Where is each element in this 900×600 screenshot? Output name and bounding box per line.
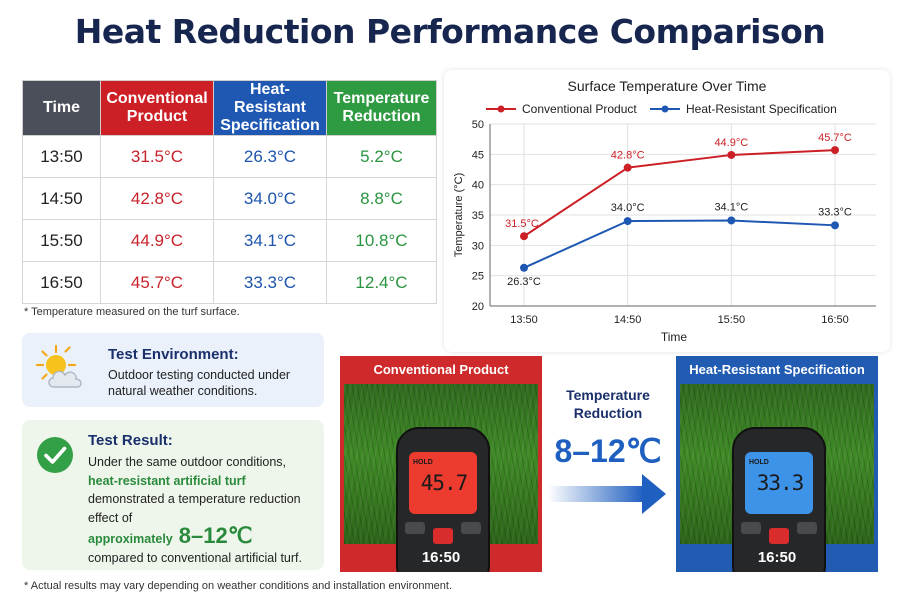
cell-conventional: 31.5°C [100, 135, 214, 178]
test-environment-card: Test Environment: Outdoor testing conduc… [22, 333, 324, 407]
header-heat-resistant: Heat-Resistant Specification [213, 80, 327, 136]
data-point [727, 216, 736, 225]
data-label: 33.3°C [818, 206, 852, 218]
legend-label: Conventional Product [522, 102, 637, 116]
cell-conventional: 45.7°C [100, 261, 214, 304]
data-label: 31.5°C [505, 218, 539, 230]
conventional-photo-time: 16:50 [421, 549, 461, 566]
conventional-photo-header: Conventional Product [373, 362, 509, 377]
data-label: 34.0°C [611, 202, 645, 214]
table-row: 15:50 44.9°C 34.1°C 10.8°C [22, 219, 437, 262]
cell-reduction: 5.2°C [326, 135, 437, 178]
thermometer-device: HOLD 33.3 [727, 422, 831, 572]
data-point [623, 217, 632, 226]
cell-time: 13:50 [22, 135, 101, 178]
x-tick-label: 15:50 [718, 314, 746, 326]
header-reduction: Temperature Reduction [326, 80, 437, 136]
page-title: Heat Reduction Performance Comparison [74, 12, 826, 51]
legend-label: Heat-Resistant Specification [686, 102, 837, 116]
x-tick-label: 13:50 [510, 314, 538, 326]
data-point [623, 163, 632, 172]
conventional-screen [409, 452, 477, 514]
data-point [520, 232, 528, 241]
conventional-photo-panel: Conventional Product HOLD 45.7 16:50 [340, 356, 542, 572]
cell-heat-resistant: 34.1°C [213, 219, 327, 262]
cell-conventional: 42.8°C [100, 177, 214, 220]
series-line [523, 149, 836, 238]
turf-photo: HOLD 45.7 [344, 384, 538, 572]
cell-heat-resistant: 33.3°C [213, 261, 327, 304]
result-text: Under the same outdoor conditions, heat-… [88, 455, 302, 565]
cell-reduction: 12.4°C [326, 261, 437, 304]
footer-disclaimer: * Actual results may vary depending on w… [24, 580, 453, 592]
heat-resistant-meter-reading: 33.3 [756, 471, 805, 495]
table-row: 14:50 42.8°C 34.0°C 8.8°C [22, 177, 437, 220]
header-conventional: Conventional Product [100, 80, 214, 136]
x-axis-label: Time [661, 330, 688, 344]
heat-resistant-photo-header: Heat-Resistant Specification [689, 362, 865, 377]
data-label: 42.8°C [611, 150, 645, 162]
legend-marker [661, 105, 669, 113]
right-arrow-icon [548, 474, 666, 514]
data-label: 45.7°C [818, 132, 852, 144]
reduction-callout-value: 8–12℃ [554, 433, 662, 469]
chart-panel: Surface Temperature Over Time Conventiona… [444, 70, 890, 352]
heat-resistant-photo-time: 16:50 [757, 549, 797, 566]
y-tick-label: 40 [472, 180, 484, 192]
series-line [523, 219, 836, 269]
data-point [727, 150, 736, 159]
sun-cloud-icon [35, 344, 82, 388]
cell-reduction: 10.8°C [326, 219, 437, 262]
y-tick-label: 45 [472, 149, 484, 161]
heat-resistant-photo-panel: Heat-Resistant Specification HOLD 33.3 1… [676, 356, 878, 572]
thermometer-icon [396, 427, 490, 572]
cell-heat-resistant: 26.3°C [213, 135, 327, 178]
y-tick-label: 35 [472, 210, 484, 222]
cell-time: 16:50 [22, 261, 101, 304]
test-result-card: Test Result: Under the same outdoor cond… [22, 420, 324, 570]
data-label: 34.1°C [714, 201, 748, 213]
data-point [831, 146, 839, 155]
y-axis-label: Temperature (°C) [453, 173, 465, 257]
conventional-meter-reading: 45.7 [420, 471, 469, 495]
table-row: 13:50 31.5°C 26.3°C 5.2°C [22, 135, 437, 178]
data-label: 44.9°C [714, 137, 748, 149]
temperature-line-chart: Surface Temperature Over Time Conventiona… [453, 78, 876, 344]
x-tick-label: 14:50 [614, 314, 642, 326]
cell-time: 15:50 [22, 219, 101, 262]
environment-text: Outdoor testing conducted under natural … [108, 368, 291, 398]
turf-photo: HOLD 33.3 [680, 384, 874, 572]
reduction-callout-label: Temperature Reduction [566, 387, 650, 421]
environment-title: Test Environment: [108, 346, 239, 363]
y-tick-label: 20 [472, 301, 484, 313]
legend-marker [497, 105, 505, 113]
header-time: Time [22, 80, 101, 136]
result-big-value: 8–12℃ [178, 523, 253, 548]
data-point [520, 263, 528, 272]
check-circle-icon [37, 437, 73, 473]
comparison-table: Time Conventional Product Heat-Resistant S… [22, 80, 437, 304]
cell-conventional: 44.9°C [100, 219, 214, 262]
y-tick-label: 25 [472, 271, 484, 283]
y-tick-label: 30 [472, 240, 484, 252]
y-tick-label: 50 [472, 119, 484, 131]
result-title: Test Result: [88, 432, 173, 449]
heat-resistant-screen [745, 452, 813, 514]
cell-heat-resistant: 34.0°C [213, 177, 327, 220]
data-point [831, 221, 839, 230]
cell-reduction: 8.8°C [326, 177, 437, 220]
x-tick-label: 16:50 [821, 314, 849, 326]
chart-title: Surface Temperature Over Time [568, 78, 767, 94]
thermometer-icon [732, 427, 826, 572]
cell-time: 14:50 [22, 177, 101, 220]
thermometer-device: HOLD 45.7 [391, 422, 495, 572]
data-label: 26.3°C [507, 276, 541, 288]
table-footnote: * Temperature measured on the turf surfa… [24, 306, 240, 318]
result-highlight: heat-resistant artificial turf [88, 473, 246, 488]
table-row: 16:50 45.7°C 33.3°C 12.4°C [22, 261, 437, 304]
